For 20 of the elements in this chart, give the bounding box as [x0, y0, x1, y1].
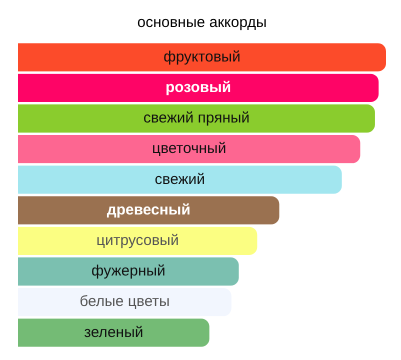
y-tick-label: фруктовый [164, 48, 240, 66]
y-tick-label: цитрусовый [96, 232, 179, 250]
y-tick-label: фужерный [91, 262, 166, 280]
y-tick-label: белые цветы [80, 293, 170, 310]
bar [18, 226, 258, 255]
y-tick-label: свежий пряный [143, 110, 250, 127]
bar [18, 135, 360, 164]
bar [18, 43, 386, 72]
y-tick-label: розовый [166, 79, 232, 96]
y-tick-label: древесный [106, 201, 190, 218]
bar [18, 318, 210, 347]
y-tick-label: цветочный [152, 140, 226, 158]
bar [18, 74, 379, 102]
y-tick-label: свежий [154, 170, 206, 188]
chart-title: основные аккорды [137, 14, 267, 32]
bar [18, 257, 239, 286]
bar [18, 196, 280, 224]
y-tick-label: зеленый [84, 324, 144, 341]
bar [18, 166, 342, 194]
bar [18, 104, 375, 133]
